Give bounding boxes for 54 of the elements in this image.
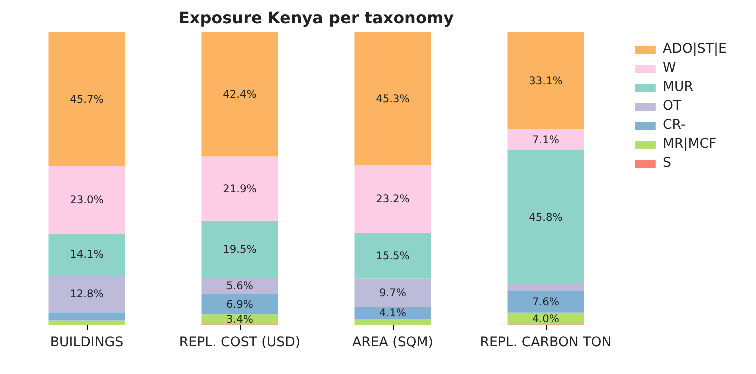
data-label: 9.7% bbox=[379, 286, 407, 300]
bar bbox=[48, 32, 126, 166]
bar bbox=[354, 165, 432, 234]
data-label: 45.7% bbox=[70, 92, 104, 106]
legend-label: MUR bbox=[663, 80, 694, 95]
legend-label: W bbox=[663, 61, 678, 76]
data-label: 4.0% bbox=[532, 312, 560, 326]
bar bbox=[202, 220, 278, 278]
x-tick-label: REPL. COST (USD) bbox=[179, 336, 301, 350]
bar bbox=[508, 284, 584, 291]
legend-label: MR|MCF bbox=[663, 137, 717, 152]
bar bbox=[354, 319, 432, 326]
data-label: 33.1% bbox=[529, 74, 563, 88]
data-label: 45.8% bbox=[529, 210, 563, 224]
x-tick-label: REPL. CARBON TON bbox=[480, 336, 612, 350]
bar bbox=[508, 290, 584, 313]
bar bbox=[354, 278, 432, 308]
bar bbox=[202, 156, 278, 221]
bar bbox=[48, 234, 126, 276]
data-label: 42.4% bbox=[223, 88, 257, 102]
bar bbox=[48, 166, 126, 234]
legend-label: CR- bbox=[663, 118, 686, 133]
x-tick-label: AREA (SQM) bbox=[352, 336, 434, 350]
bar bbox=[354, 307, 432, 320]
bar bbox=[202, 32, 278, 157]
data-label: 7.1% bbox=[532, 133, 560, 146]
data-label: 3.4% bbox=[226, 313, 254, 326]
bar bbox=[48, 320, 126, 326]
data-label: 7.6% bbox=[532, 295, 560, 308]
data-label: 19.5% bbox=[223, 242, 257, 256]
bar bbox=[202, 294, 278, 315]
bar bbox=[354, 32, 432, 166]
data-label: 15.5% bbox=[376, 249, 410, 262]
data-label: 21.9% bbox=[223, 182, 257, 196]
data-label: 23.0% bbox=[70, 194, 104, 207]
data-label: 12.8% bbox=[70, 287, 104, 300]
bar bbox=[508, 32, 584, 130]
bar bbox=[508, 129, 584, 150]
legend-label: S bbox=[663, 156, 672, 171]
bar bbox=[48, 312, 126, 321]
bar bbox=[354, 233, 432, 279]
data-label: 4.1% bbox=[379, 306, 407, 320]
data-label: 45.3% bbox=[376, 92, 410, 106]
data-label: 14.1% bbox=[70, 248, 104, 261]
legend-label: OT bbox=[663, 99, 683, 114]
bar bbox=[48, 275, 126, 313]
bar bbox=[202, 278, 278, 294]
legend-label: ADO|ST|E bbox=[663, 42, 727, 57]
bar bbox=[508, 150, 584, 284]
data-label: 23.2% bbox=[376, 192, 410, 206]
chart-title: Exposure Kenya per taxonomy bbox=[178, 8, 455, 28]
x-tick-label: BUILDINGS bbox=[50, 336, 124, 350]
data-label: 5.6% bbox=[226, 280, 254, 293]
data-label: 6.9% bbox=[226, 298, 254, 312]
